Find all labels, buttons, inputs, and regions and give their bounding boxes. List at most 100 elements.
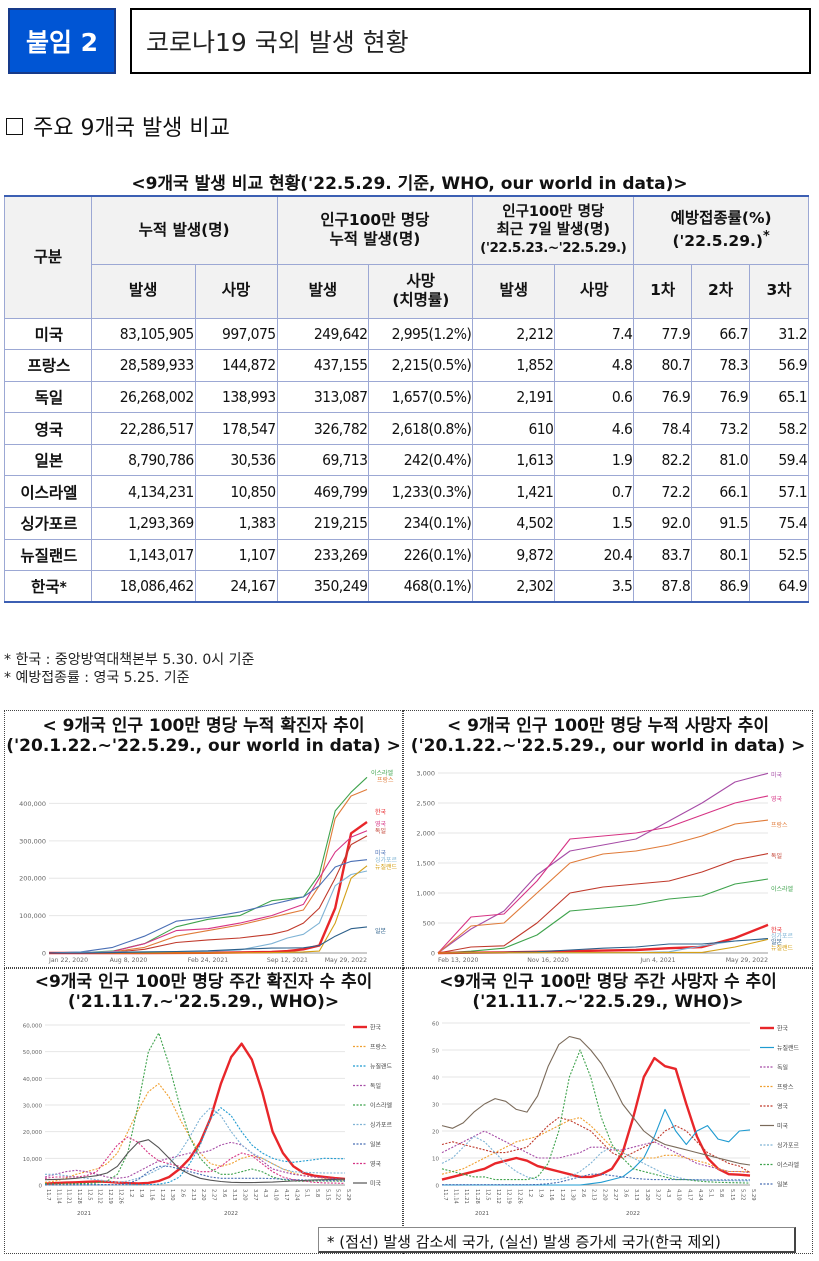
cell-d3: 56.9 bbox=[749, 349, 809, 382]
series-end-label: 한국 bbox=[771, 927, 783, 934]
x-tick-label: 11.28 bbox=[474, 1189, 480, 1204]
x-tick-label: 1.9 bbox=[538, 1189, 544, 1197]
series-end-label: 일본 bbox=[375, 927, 387, 935]
cell-pm-deaths: 1,233(0.3%) bbox=[368, 475, 474, 509]
y-tick-label: 50 bbox=[432, 1049, 439, 1055]
series-line-2 bbox=[437, 795, 769, 954]
x-tick-label: 2.6 bbox=[580, 1189, 586, 1197]
series-line-4 bbox=[48, 830, 368, 954]
y-tick-label: 0 bbox=[431, 950, 435, 958]
x-tick-label: 5.1 bbox=[304, 1189, 310, 1197]
series-line-1 bbox=[441, 1056, 751, 1181]
series-line-8 bbox=[44, 1136, 346, 1184]
y-tick-label: 2,000 bbox=[416, 830, 435, 838]
cell-d2: 73.2 bbox=[691, 412, 750, 445]
x-tick-label: 11.21 bbox=[66, 1189, 72, 1204]
legend-label: 싱가포르 bbox=[777, 1141, 800, 1149]
cell-pm-cases: 313,087 bbox=[276, 380, 370, 414]
cell-d3: 65.1 bbox=[749, 380, 809, 414]
x-tick-label: Feb 24, 2021 bbox=[188, 957, 229, 964]
x-tick-label: 1.23 bbox=[159, 1189, 165, 1201]
table-row: 뉴질랜드 1,143,017 1,107 233,269 226(0.1%) 9,872 2… bbox=[4, 538, 809, 572]
note-korea: * 한국 : 중앙방역대책본부 5.30. 0시 기준 bbox=[4, 652, 255, 668]
legend-label: 영국 bbox=[777, 1102, 789, 1110]
series-end-label: 영국 bbox=[771, 795, 783, 803]
chart-panel-cumulative-cases: < 9개국 인구 100만 명당 누적 확진자 추이 ('20.1.22.~'2… bbox=[4, 710, 403, 968]
cell-deaths: 1,107 bbox=[194, 538, 278, 572]
y-tick-label: 400,000 bbox=[19, 800, 46, 808]
x-tick-label: 1.23 bbox=[559, 1189, 565, 1201]
chart3-title: <9개국 인구 100만 명당 주간 확진자 수 추이 ('21.11.7.~'… bbox=[5, 972, 402, 1012]
header-per-million-line1: 인구100만 명당 bbox=[320, 210, 430, 229]
header: 붙임 2 코로나19 국외 발생 현황 bbox=[8, 8, 811, 74]
x-tick-label: 11.28 bbox=[76, 1189, 82, 1204]
x-tick-label: Jan 22, 2020 bbox=[48, 957, 88, 964]
series-end-label: 미국 bbox=[771, 771, 783, 779]
cell-w-cases: 1,421 bbox=[472, 475, 556, 509]
cell-w-deaths: 4.8 bbox=[554, 349, 635, 382]
series-end-label: 일본 bbox=[771, 938, 783, 946]
x-tick-label: 5.8 bbox=[718, 1189, 724, 1197]
series-end-label: 한국 bbox=[375, 809, 387, 816]
cell-pm-cases: 350,249 bbox=[276, 570, 370, 603]
cell-pm-deaths: 2,215(0.5%) bbox=[368, 349, 474, 382]
cell-deaths: 997,075 bbox=[194, 317, 278, 351]
cell-w-deaths: 1.5 bbox=[554, 507, 635, 540]
x-group-label: 2022 bbox=[626, 1211, 640, 1217]
x-tick-label: 5.29 bbox=[345, 1189, 351, 1201]
cell-d3: 57.1 bbox=[749, 475, 809, 509]
y-tick-label: 30,000 bbox=[23, 1104, 43, 1110]
table-row: 미국 83,105,905 997,075 249,642 2,995(1.2%) 2,2… bbox=[4, 317, 809, 351]
cell-pm-deaths: 2,995(1.2%) bbox=[368, 317, 474, 351]
chart2-title: < 9개국 인구 100만 명당 누적 사망자 추이 ('20.1.22.~'2… bbox=[404, 716, 812, 756]
x-tick-label: 3.27 bbox=[654, 1189, 660, 1201]
cell-d1: 82.2 bbox=[633, 443, 693, 477]
x-tick-label: 4.24 bbox=[293, 1189, 299, 1201]
series-line-7 bbox=[441, 1135, 750, 1182]
chart4-title-line2: ('21.11.7.~'22.5.29., WHO)> bbox=[472, 992, 744, 1012]
series-end-label: 미국 bbox=[375, 849, 387, 857]
header-vaccination-star: * bbox=[762, 228, 770, 244]
x-tick-label: 11.7 bbox=[442, 1189, 448, 1201]
header-cases: 발생 bbox=[90, 263, 196, 319]
y-tick-label: 1,000 bbox=[416, 890, 435, 898]
series-end-label: 프랑스 bbox=[377, 777, 394, 784]
series-line-3 bbox=[441, 1130, 751, 1174]
series-line-4 bbox=[44, 1141, 346, 1180]
chart4-svg: 0 10 20 30 40 50 60 11.7 11.14 11.21 11.28 12.5 12.1… bbox=[432, 1022, 800, 1218]
header-cumulative: 누적 발생(명) bbox=[90, 195, 278, 265]
x-tick-label: 3.20 bbox=[644, 1189, 650, 1201]
cell-d1: 78.4 bbox=[633, 412, 693, 445]
chart1-title-line2: ('20.1.22.~'22.5.29., our world in data)… bbox=[6, 736, 401, 756]
chart-panel-cumulative-deaths: < 9개국 인구 100만 명당 누적 사망자 추이 ('20.1.22.~'2… bbox=[403, 710, 813, 968]
row-country: 싱가포르 bbox=[4, 507, 92, 540]
cell-w-cases: 2,212 bbox=[472, 317, 556, 351]
y-tick-label: 20,000 bbox=[23, 1130, 43, 1136]
legend-label: 독일 bbox=[777, 1063, 788, 1071]
x-group-label: 2021 bbox=[475, 1211, 489, 1217]
x-tick-label: 1.9 bbox=[138, 1189, 144, 1197]
series-end-label: 독일 bbox=[375, 827, 386, 835]
cell-d1: 87.8 bbox=[633, 570, 693, 603]
y-tick-label: 1,500 bbox=[416, 860, 435, 868]
legend-label: 일본 bbox=[370, 1140, 382, 1148]
x-tick-label: 12.19 bbox=[107, 1189, 113, 1204]
y-tick-label: 40,000 bbox=[23, 1077, 43, 1083]
y-tick-label: 100,000 bbox=[19, 912, 46, 920]
y-tick-label: 10,000 bbox=[23, 1157, 43, 1163]
comparison-table: 구분 누적 발생(명) 인구100만 명당 누적 발생(명) 인구100만 명당… bbox=[4, 195, 809, 604]
series-line-9 bbox=[442, 1173, 750, 1186]
x-tick-label: 3.20 bbox=[242, 1189, 248, 1201]
cell-w-cases: 9,872 bbox=[472, 538, 556, 572]
series-line-3 bbox=[49, 821, 368, 955]
x-tick-label: 3.13 bbox=[231, 1189, 237, 1201]
series-line-7 bbox=[48, 870, 368, 954]
cell-w-cases: 1,852 bbox=[472, 349, 556, 382]
series-line-2 bbox=[442, 1108, 751, 1186]
y-tick-label: 60,000 bbox=[23, 1024, 43, 1030]
y-tick-label: 50,000 bbox=[23, 1050, 43, 1056]
chart4-title-line1: <9개국 인구 100만 명당 주간 사망자 수 추이 bbox=[439, 972, 777, 992]
cell-w-deaths: 0.6 bbox=[554, 380, 635, 414]
y-tick-label: 0 bbox=[39, 1184, 43, 1190]
cell-deaths: 30,536 bbox=[194, 443, 278, 477]
